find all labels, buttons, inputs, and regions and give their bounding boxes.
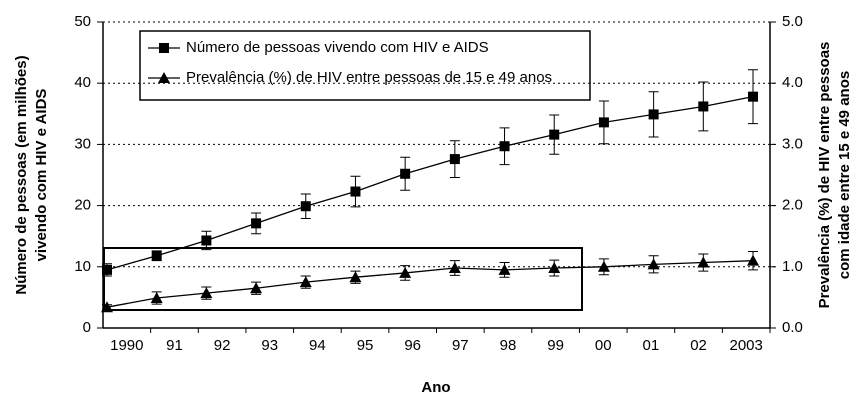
point xyxy=(648,109,659,120)
axis-label: Prevalência (%) de HIV entre pessoas xyxy=(816,42,833,309)
x-tick-label: 1990 xyxy=(110,337,143,354)
x-tick-label: 94 xyxy=(309,337,326,354)
x-tick-label: 00 xyxy=(595,337,612,354)
point xyxy=(449,154,460,165)
point xyxy=(549,129,560,140)
y2-tick-label: 4.0 xyxy=(782,74,803,91)
point xyxy=(349,271,362,283)
point xyxy=(499,141,510,152)
x-axis-label: Ano xyxy=(421,379,450,396)
legend-label: Número de pessoas vivendo com HIV e AIDS xyxy=(186,39,489,56)
y2-tick-label: 5.0 xyxy=(782,13,803,30)
point xyxy=(200,287,213,299)
x-tick-label: 91 xyxy=(166,337,183,354)
y2-tick-label: 3.0 xyxy=(782,135,803,152)
point xyxy=(101,301,113,313)
highlight-box xyxy=(103,247,583,311)
x-tick-label: 01 xyxy=(643,337,660,354)
x-tick-label: 92 xyxy=(214,337,231,354)
x-tick-label: 98 xyxy=(500,337,517,354)
point xyxy=(548,262,561,274)
y2-tick-label: 1.0 xyxy=(782,258,803,275)
point xyxy=(299,276,312,288)
point xyxy=(350,186,361,197)
point xyxy=(498,263,511,275)
point xyxy=(150,292,163,304)
point xyxy=(598,117,609,128)
legend-marker xyxy=(158,72,170,83)
point xyxy=(647,258,660,270)
x-tick-label: 96 xyxy=(404,337,421,354)
axis-label: com idade entre 15 e 49 anos xyxy=(836,71,853,279)
x-tick-label: 97 xyxy=(452,337,469,354)
series-line xyxy=(106,96,754,271)
y-tick-label: 0 xyxy=(83,319,91,336)
point xyxy=(151,250,162,261)
x-tick-label: 2003 xyxy=(729,337,762,354)
point xyxy=(400,168,411,179)
y-tick-label: 40 xyxy=(74,74,91,91)
axis-label: vivendo com HIV e AIDS xyxy=(33,89,50,262)
x-tick-label: 93 xyxy=(261,337,278,354)
point xyxy=(201,235,212,246)
axis-label: Número de pessoas (em milhões) xyxy=(13,55,30,294)
y-tick-label: 10 xyxy=(74,258,91,275)
series-line xyxy=(106,260,754,308)
point xyxy=(300,201,311,212)
point xyxy=(102,264,112,275)
y-tick-label: 20 xyxy=(74,197,91,214)
point xyxy=(697,256,710,268)
legend-marker xyxy=(159,43,169,53)
point xyxy=(250,282,263,294)
x-tick-label: 99 xyxy=(547,337,564,354)
y-tick-label: 50 xyxy=(74,13,91,30)
point xyxy=(251,218,262,229)
legend-box xyxy=(139,30,591,101)
y-tick-label: 30 xyxy=(74,135,91,152)
point xyxy=(748,91,758,102)
y2-tick-label: 2.0 xyxy=(782,197,803,214)
point xyxy=(597,260,610,272)
x-tick-label: 02 xyxy=(690,337,707,354)
legend-label: Prevalência (%) de HIV entre pessoas de … xyxy=(186,69,552,86)
point xyxy=(448,262,461,274)
point xyxy=(399,266,412,278)
point xyxy=(698,101,709,112)
y2-tick-label: 0.0 xyxy=(782,319,803,336)
x-tick-label: 95 xyxy=(357,337,374,354)
point xyxy=(747,254,759,266)
